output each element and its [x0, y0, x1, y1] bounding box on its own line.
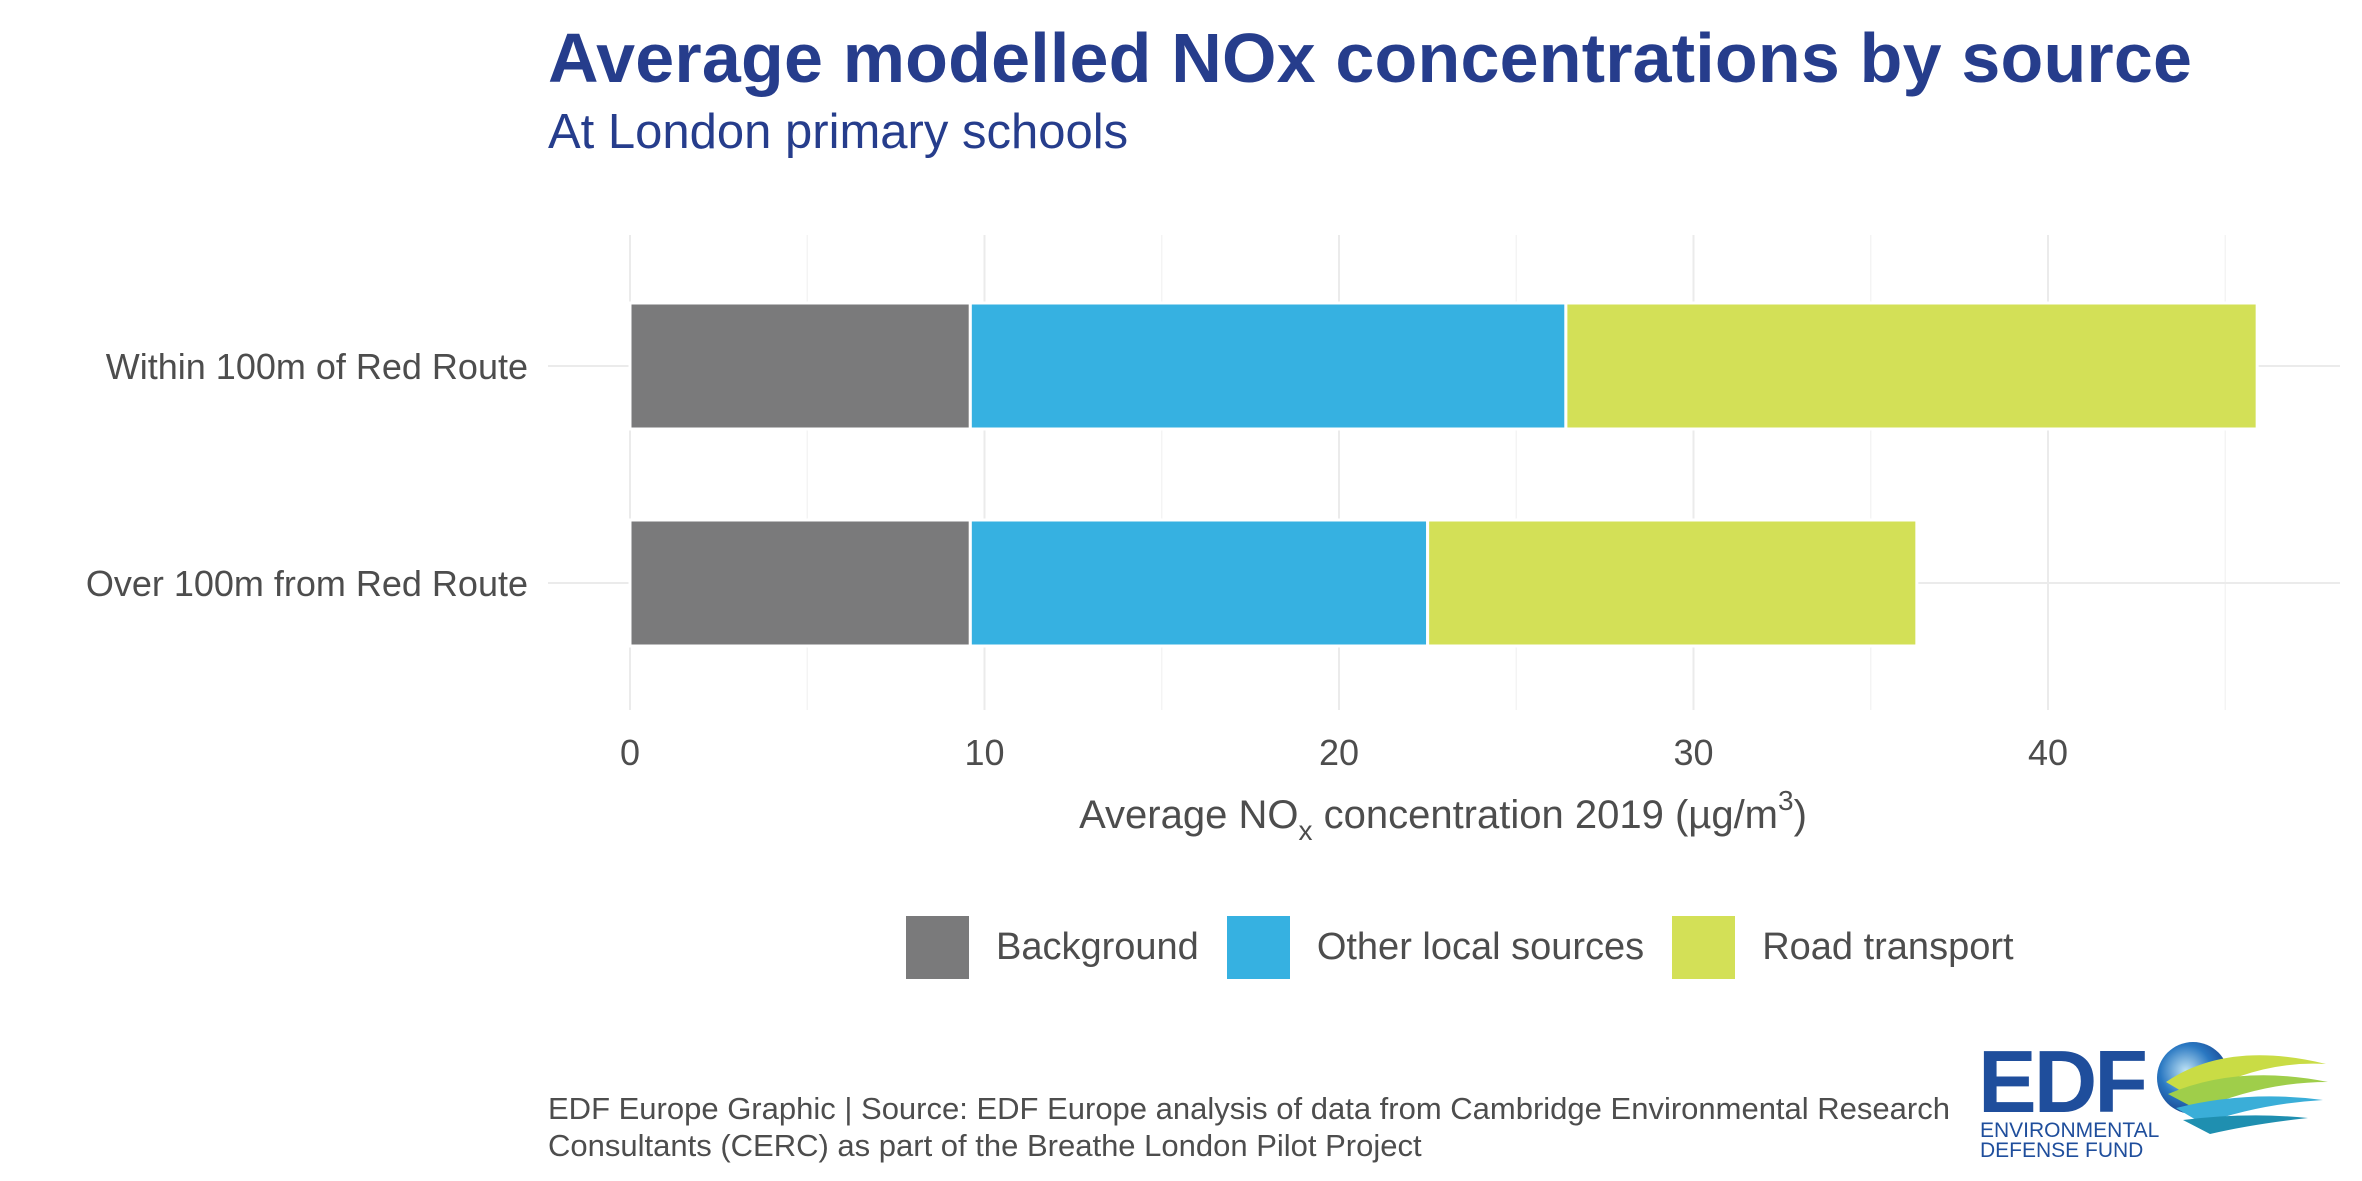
- x-tick-label: 10: [964, 732, 1004, 773]
- legend: Background Other local sources Road transp…: [906, 916, 2042, 979]
- x-tick-label: 40: [2028, 732, 2068, 773]
- category-label: Over 100m from Red Route: [86, 563, 528, 604]
- bar-other-local-sources: [968, 518, 1430, 648]
- legend-label: Road transport: [1762, 926, 2014, 968]
- bar-road-transport: [1426, 518, 1919, 648]
- bar-background: [628, 301, 972, 431]
- category-labels: Within 100m of Red Route Over 100m from R…: [86, 346, 528, 604]
- chart-title: Average modelled NOx concentrations by s…: [548, 19, 2193, 97]
- stacked-bar-chart: Within 100m of Red Route Over 100m from R…: [86, 235, 2340, 846]
- logo-wordmark: EDF: [1978, 1032, 2145, 1131]
- x-tick-label: 0: [620, 732, 640, 773]
- logo-line-2: DEFENSE FUND: [1980, 1139, 2143, 1162]
- legend-item-other-local-sources: Other local sources: [1226, 916, 1645, 979]
- bar-background: [628, 518, 972, 648]
- x-axis-title-mid: concentration 2019 (µg/m: [1312, 793, 1778, 837]
- legend-item-road-transport: Road transport: [1672, 916, 2014, 979]
- x-tick-label: 20: [1319, 732, 1359, 773]
- x-axis-title-sub: x: [1298, 815, 1312, 846]
- x-tick-labels: 0 10 20 30 40: [620, 732, 2068, 773]
- x-axis-title-pre: Average NO: [1079, 793, 1298, 837]
- chart-subtitle: At London primary schools: [548, 105, 1129, 159]
- x-axis-title: Average NOx concentration 2019 (µg/m3): [1079, 785, 1807, 846]
- x-axis-title-post: ): [1794, 793, 1807, 837]
- legend-swatch: [906, 916, 969, 979]
- legend-item-background: Background: [906, 916, 1199, 979]
- source-note: EDF Europe Graphic | Source: EDF Europe …: [548, 1091, 1950, 1163]
- x-tick-label: 30: [1673, 732, 1713, 773]
- logo-line-1: ENVIRONMENTAL: [1980, 1119, 2159, 1142]
- category-label: Within 100m of Red Route: [106, 346, 528, 387]
- bars: [628, 301, 2259, 648]
- legend-label: Other local sources: [1316, 926, 1645, 968]
- bar-road-transport: [1564, 301, 2259, 431]
- edf-logo: EDF ENVIRONMENTAL DEFENSE FUND: [1978, 1032, 2328, 1162]
- globe-icon: [2157, 1042, 2328, 1134]
- legend-swatch: [1672, 916, 1736, 979]
- legend-swatch: [1226, 916, 1290, 979]
- bar-other-local-sources: [968, 301, 1568, 431]
- legend-label: Background: [996, 926, 1199, 968]
- x-axis-title-sup: 3: [1778, 785, 1794, 816]
